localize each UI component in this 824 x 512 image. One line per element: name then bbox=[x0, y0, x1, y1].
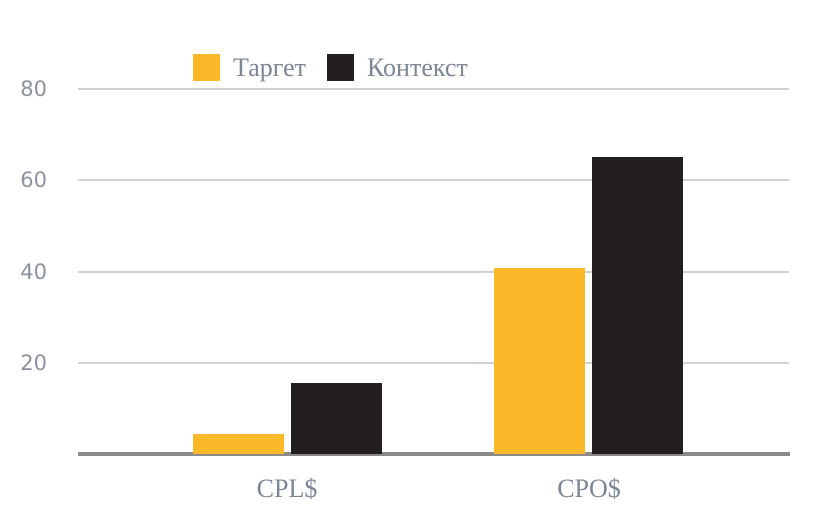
legend-item-target: Таргет bbox=[193, 54, 306, 81]
bar-context-cpl bbox=[290, 382, 382, 454]
y-tick-label-20: 20 bbox=[20, 350, 47, 375]
bar-target-cpo bbox=[494, 268, 585, 454]
x-axis-label-cpl: CPL$ bbox=[256, 474, 318, 503]
legend-swatch-context bbox=[327, 54, 354, 81]
gridline-40 bbox=[78, 270, 789, 273]
y-tick-label-80: 80 bbox=[20, 77, 47, 101]
y-tick-label-60: 60 bbox=[20, 168, 47, 193]
gridline-60 bbox=[78, 179, 789, 182]
legend-swatch-target bbox=[193, 54, 220, 81]
chart-legend: Таргет Контекст bbox=[193, 54, 468, 81]
x-axis-line bbox=[78, 452, 790, 456]
legend-label-context: Контекст bbox=[367, 53, 468, 82]
y-tick-label-40: 40 bbox=[20, 259, 47, 284]
legend-item-context: Контекст bbox=[327, 54, 468, 81]
bar-context-cpo bbox=[592, 156, 683, 454]
gridline-20 bbox=[78, 361, 789, 364]
bar-target-cpl bbox=[192, 433, 284, 454]
gridline-80 bbox=[78, 88, 789, 90]
x-axis-label-cpo: CPO$ bbox=[557, 474, 621, 503]
legend-label-target: Таргет bbox=[233, 53, 306, 82]
